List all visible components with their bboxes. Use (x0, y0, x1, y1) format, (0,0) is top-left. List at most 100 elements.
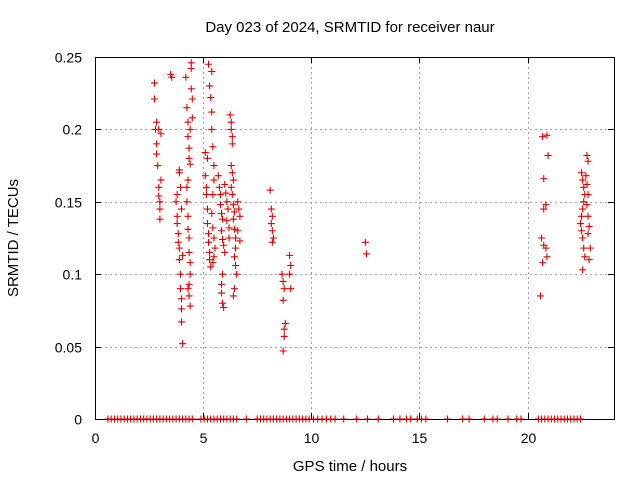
data-point (183, 198, 191, 206)
data-point (543, 253, 551, 261)
data-point (235, 205, 243, 213)
data-point (176, 183, 184, 191)
data-point (232, 234, 240, 242)
data-point (234, 227, 242, 235)
data-point (582, 172, 590, 180)
data-point (173, 212, 181, 220)
data-point (210, 176, 218, 184)
y-tick-label: 0.15 (55, 195, 82, 211)
plot-frame (95, 57, 615, 420)
data-point (374, 415, 382, 423)
data-point (184, 225, 192, 233)
data-point (228, 191, 236, 199)
data-point (203, 154, 211, 162)
x-tick-label: 0 (92, 430, 100, 446)
data-point (183, 104, 191, 112)
data-point (208, 125, 216, 133)
data-point (576, 220, 584, 228)
data-point (153, 150, 161, 158)
data-point (585, 256, 593, 264)
data-point (220, 304, 228, 312)
data-point (215, 183, 223, 191)
data-point (208, 67, 216, 75)
data-point (216, 201, 224, 209)
data-point (230, 225, 238, 233)
x-tick-label: 10 (304, 430, 320, 446)
data-point (227, 183, 235, 191)
data-point (209, 191, 217, 199)
chart-title: Day 023 of 2024, SRMTID for receiver nau… (205, 19, 494, 36)
x-tick-label: 5 (200, 430, 208, 446)
data-point (179, 251, 187, 259)
data-point (493, 415, 501, 423)
data-point (218, 289, 226, 297)
data-point (584, 230, 592, 238)
data-point (287, 285, 295, 293)
data-point (185, 144, 193, 152)
data-point (224, 205, 232, 213)
data-point (407, 415, 415, 423)
data-point (266, 186, 274, 194)
data-point (585, 222, 593, 230)
y-tick-label: 0.25 (55, 50, 82, 66)
data-point (578, 212, 586, 220)
data-point (331, 415, 339, 423)
data-point (225, 234, 233, 242)
data-point (185, 292, 193, 300)
data-point (517, 415, 525, 423)
data-point (236, 212, 244, 220)
data-point (280, 285, 288, 293)
data-point (205, 238, 213, 246)
data-point (208, 108, 216, 116)
data-point (153, 118, 161, 126)
data-point (229, 176, 237, 184)
y-tick-label: 0.2 (63, 122, 83, 138)
x-axis-title: GPS time / hours (293, 458, 407, 475)
data-point (209, 224, 217, 232)
y-tick-label: 0.1 (63, 267, 83, 283)
data-point (154, 162, 162, 170)
data-point (229, 201, 237, 209)
data-point (178, 305, 185, 313)
data-point (584, 191, 592, 199)
data-point (157, 176, 165, 184)
data-point (201, 149, 209, 157)
data-point (279, 277, 287, 285)
data-point (222, 189, 230, 197)
data-point (227, 125, 235, 133)
data-point (175, 256, 183, 264)
data-point (187, 85, 195, 93)
data-point (286, 251, 294, 259)
data-point (542, 244, 550, 252)
data-point (504, 415, 512, 423)
data-point (578, 227, 586, 235)
data-point (205, 230, 213, 238)
data-point (172, 198, 180, 206)
data-point (228, 169, 236, 177)
data-point (361, 238, 369, 246)
data-point (279, 296, 287, 304)
data-point (203, 205, 211, 213)
data-point (205, 60, 213, 68)
data-point (242, 415, 250, 423)
data-point (229, 292, 237, 300)
data-point (583, 180, 591, 188)
data-point (186, 259, 194, 267)
data-point (208, 209, 216, 217)
data-point (219, 270, 227, 278)
data-point (173, 191, 181, 199)
data-point (184, 212, 192, 220)
data-point (156, 215, 164, 223)
data-point (232, 244, 240, 252)
data-point (480, 415, 488, 423)
data-point (219, 299, 227, 307)
data-point (223, 198, 231, 206)
data-point (540, 205, 548, 213)
data-point (279, 347, 287, 355)
data-point (182, 73, 190, 81)
data-points (104, 59, 594, 423)
data-point (155, 125, 163, 133)
data-point (422, 415, 430, 423)
data-point (173, 220, 181, 228)
